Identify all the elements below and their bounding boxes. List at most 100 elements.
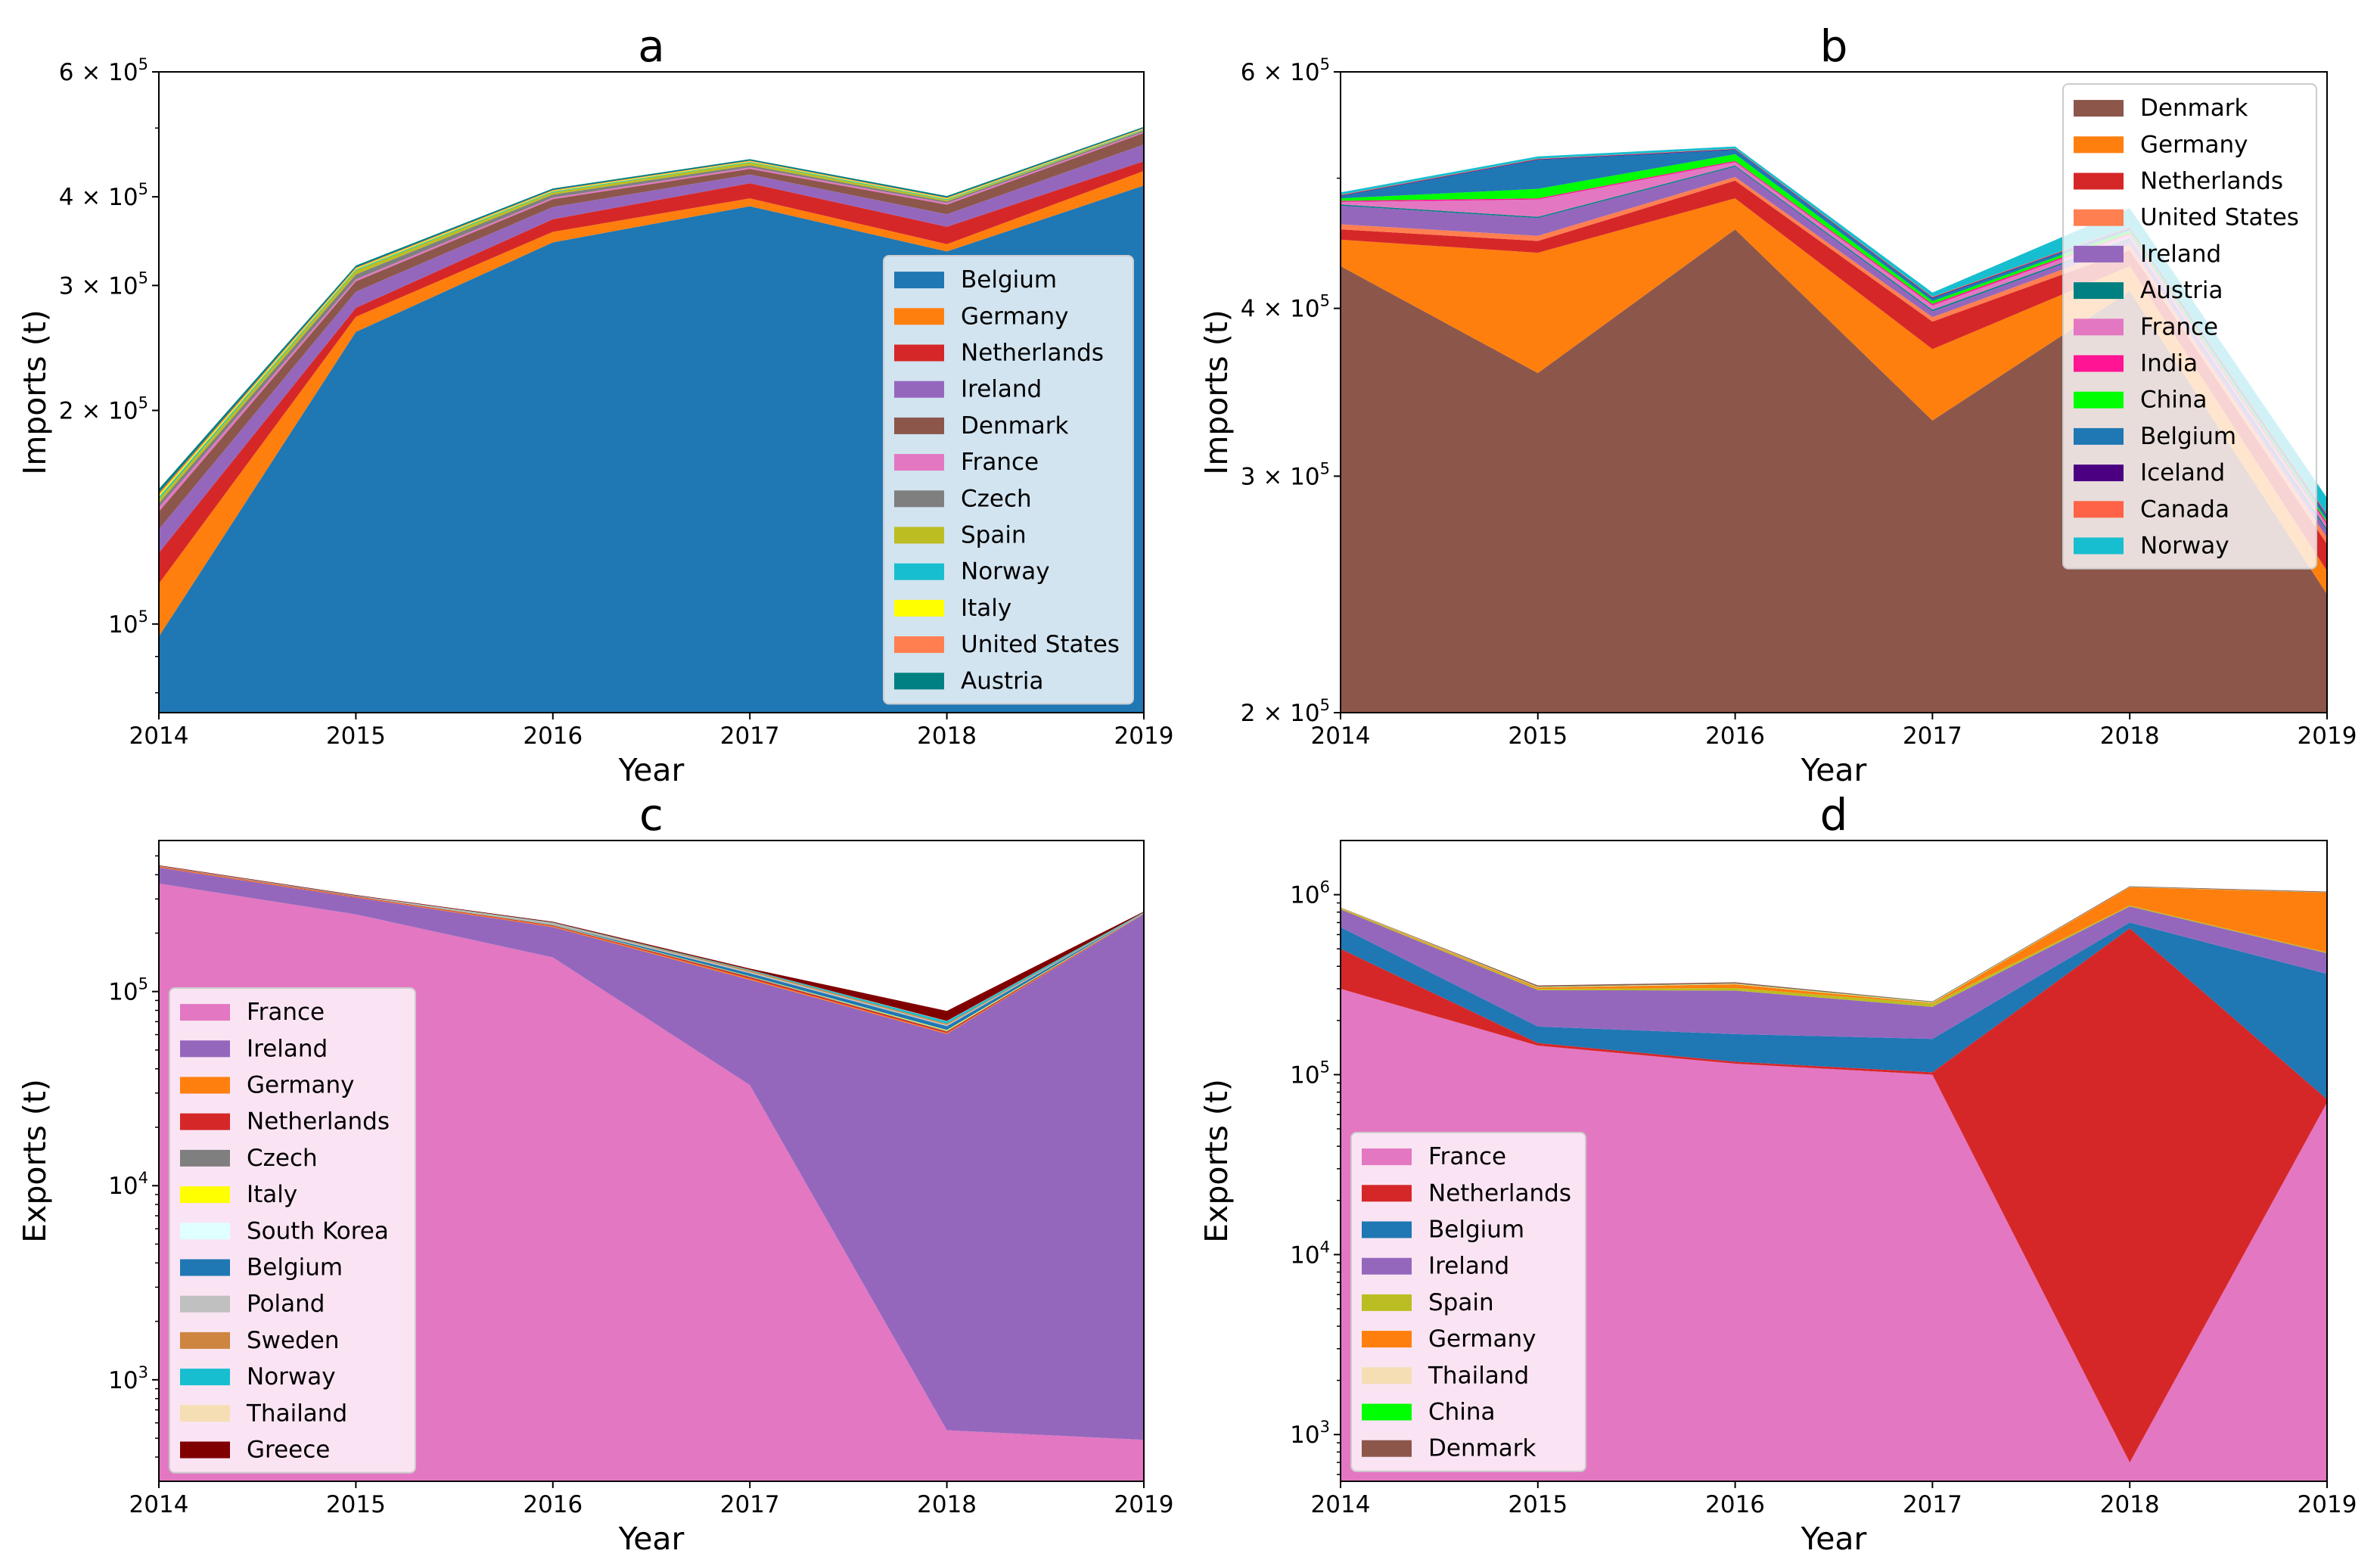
area-denmark: [1341, 886, 2327, 1002]
y-tick-label: 4 × 105: [1241, 292, 1330, 323]
x-tick-label: 2014: [1311, 1491, 1371, 1518]
legend-swatch: [2074, 391, 2124, 409]
x-tick-label: 2015: [326, 722, 386, 750]
x-tick-label: 2019: [1114, 1491, 1174, 1518]
legend: France Ireland Germany Netherlands Czech Ital…: [169, 987, 416, 1474]
legend-item-denmark: Denmark: [2074, 95, 2248, 122]
legend-label: Germany: [1428, 1325, 1536, 1353]
legend-item-czech: Czech: [180, 1145, 318, 1172]
legend-swatch: [2074, 537, 2124, 555]
legend-label: Spain: [1428, 1289, 1494, 1316]
legend-swatch: [894, 381, 944, 398]
legend-swatch: [894, 454, 944, 471]
x-tick-label: 2014: [1311, 722, 1371, 750]
legend-item-belgium: Belgium: [180, 1254, 343, 1282]
legend-swatch: [180, 1259, 230, 1276]
legend-item-netherlands: Netherlands: [2074, 168, 2283, 195]
y-tick-label: 105: [108, 975, 148, 1006]
legend-swatch: [180, 1040, 230, 1058]
legend-item-india: India: [2074, 350, 2198, 378]
x-tick-label: 2015: [1508, 1491, 1568, 1518]
y-tick-label: 2 × 105: [1241, 696, 1330, 727]
area-china: [1341, 154, 2327, 523]
legend-label: Denmark: [2140, 95, 2248, 122]
legend-swatch: [894, 673, 944, 690]
legend: France Netherlands Belgium Ireland Spain Germ…: [1350, 1132, 1586, 1472]
y-tick-label: 6 × 105: [1241, 55, 1330, 86]
legend-swatch: [1362, 1294, 1412, 1311]
legend-label: Thailand: [1428, 1362, 1529, 1389]
legend-label: Austria: [2140, 277, 2223, 304]
legend-swatch: [894, 527, 944, 544]
legend-swatch: [180, 1441, 230, 1459]
area-denmark: [159, 132, 1144, 530]
legend-swatch: [894, 599, 944, 617]
legend-swatch: [894, 563, 944, 580]
legend-swatch: [180, 1113, 230, 1130]
legend-label: Norway: [2140, 533, 2229, 560]
legend-label: Norway: [961, 558, 1050, 586]
axes-frame: [1340, 71, 2328, 713]
legend-label: Germany: [961, 303, 1068, 330]
x-axis-label: Year: [618, 752, 685, 788]
area-spain: [1341, 905, 2327, 1007]
legend-label: China: [1428, 1399, 1496, 1426]
y-tick-label: 3 × 105: [59, 269, 148, 300]
legend-item-greece: Greece: [180, 1437, 330, 1464]
axes-frame: [158, 71, 1145, 713]
y-tick-label: 3 × 105: [1241, 459, 1330, 490]
axes-frame: [1340, 840, 2328, 1482]
legend-swatch: [894, 308, 944, 325]
legend-label: Germany: [247, 1072, 354, 1099]
y-tick-label: 104: [108, 1169, 148, 1200]
area-germany: [1341, 887, 2327, 1004]
legend-swatch: [1362, 1257, 1412, 1275]
y-tick-label: 6 × 105: [59, 55, 148, 86]
legend-item-netherlands: Netherlands: [894, 340, 1104, 367]
legend-swatch: [180, 1149, 230, 1167]
legend-item-south-korea: South Korea: [180, 1217, 389, 1244]
legend-item-iceland: Iceland: [2074, 459, 2225, 486]
legend-swatch: [2074, 427, 2124, 445]
legend-label: Belgium: [1428, 1217, 1524, 1244]
legend-label: United States: [2140, 204, 2299, 231]
legend-swatch: [1362, 1185, 1412, 1202]
legend-item-france: France: [894, 449, 1039, 476]
x-tick-label: 2014: [129, 722, 189, 750]
legend-item-thailand: Thailand: [180, 1400, 347, 1427]
legend-box: [883, 255, 1134, 705]
legend-item-thailand: Thailand: [1362, 1362, 1529, 1389]
x-tick-label: 2018: [2100, 722, 2160, 750]
legend-item-germany: Germany: [1362, 1325, 1536, 1353]
x-tick-label: 2017: [720, 1491, 780, 1518]
legend-label: Ireland: [247, 1035, 328, 1062]
legend-label: Thailand: [246, 1400, 347, 1427]
legend-swatch: [2074, 465, 2124, 482]
legend-box: [169, 987, 416, 1474]
legend-label: Netherlands: [1428, 1179, 1571, 1207]
y-tick-label: 4 × 105: [59, 180, 148, 211]
legend-swatch: [894, 636, 944, 654]
legend-swatch: [180, 1004, 230, 1021]
legend-item-denmark: Denmark: [894, 412, 1069, 440]
legend-label: Spain: [961, 522, 1027, 549]
legend-swatch: [2074, 319, 2124, 336]
x-tick-label: 2018: [917, 722, 977, 750]
x-tick-label: 2016: [523, 1491, 583, 1518]
legend-item-italy: Italy: [894, 595, 1011, 622]
legend-swatch: [1362, 1221, 1412, 1238]
y-tick-label: 2 × 105: [59, 393, 148, 424]
legend-label: Czech: [961, 485, 1032, 512]
legend-item-austria: Austria: [2074, 277, 2223, 304]
legend-swatch: [180, 1405, 230, 1422]
legend-swatch: [894, 272, 944, 289]
legend-label: Germany: [2140, 131, 2248, 158]
x-tick-label: 2015: [326, 1491, 386, 1518]
legend-swatch: [2074, 282, 2124, 300]
legend-swatch: [1362, 1367, 1412, 1384]
y-tick-label: 103: [108, 1363, 148, 1394]
legend-box: [2062, 83, 2317, 570]
x-tick-label: 2017: [1903, 1491, 1962, 1518]
legend-item-france: France: [2074, 313, 2218, 340]
legend-label: Italy: [247, 1181, 297, 1208]
